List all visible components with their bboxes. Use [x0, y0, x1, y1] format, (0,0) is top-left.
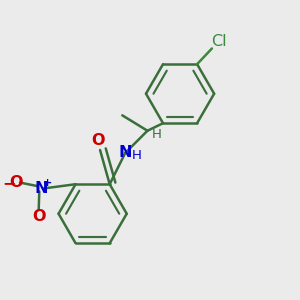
Text: H: H — [132, 149, 142, 162]
Text: N: N — [118, 146, 132, 160]
Text: O: O — [32, 208, 45, 224]
Text: H: H — [152, 128, 161, 141]
Text: O: O — [91, 133, 104, 148]
Text: Cl: Cl — [211, 34, 226, 49]
Text: O: O — [9, 175, 22, 190]
Text: −: − — [2, 176, 16, 191]
Text: N: N — [34, 181, 47, 196]
Text: +: + — [43, 178, 52, 188]
